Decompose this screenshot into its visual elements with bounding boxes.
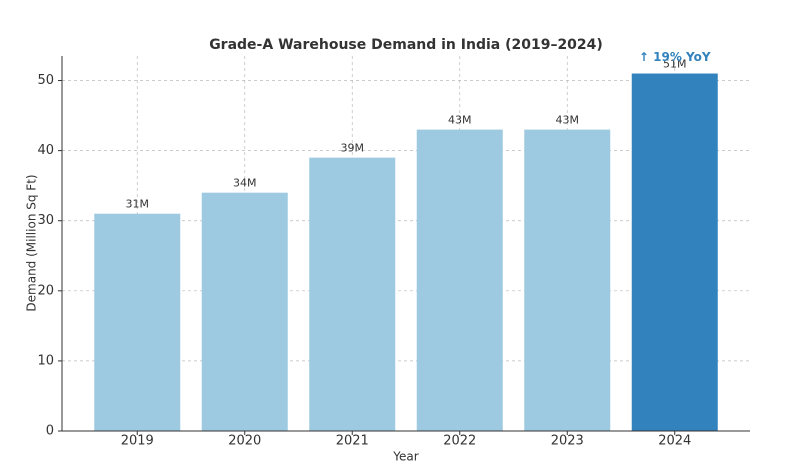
y-tick-label: 50 bbox=[37, 73, 54, 88]
bar bbox=[201, 192, 288, 431]
x-tick-label: 2022 bbox=[443, 434, 476, 449]
value-label: 43M bbox=[448, 114, 472, 127]
y-tick-label: 30 bbox=[37, 213, 54, 228]
value-label: 31M bbox=[126, 198, 150, 211]
x-tick-label: 2021 bbox=[336, 434, 369, 449]
value-label: 43M bbox=[556, 114, 580, 127]
bar bbox=[309, 157, 396, 432]
annotation: ↑ 19% YoY bbox=[639, 50, 711, 64]
value-label: 34M bbox=[233, 177, 257, 190]
x-axis-label: Year bbox=[392, 450, 418, 464]
bar bbox=[524, 129, 611, 431]
y-axis-label: Demand (Million Sq Ft) bbox=[25, 174, 39, 311]
x-tick-label: 2024 bbox=[658, 434, 691, 449]
bar bbox=[631, 73, 718, 431]
y-tick-label: 0 bbox=[46, 424, 54, 439]
bar bbox=[416, 129, 503, 431]
chart-title: Grade-A Warehouse Demand in India (2019–… bbox=[209, 37, 603, 53]
x-tick-label: 2023 bbox=[551, 434, 584, 449]
y-tick-label: 20 bbox=[37, 283, 54, 298]
value-label: 39M bbox=[341, 142, 365, 155]
x-tick-label: 2019 bbox=[121, 434, 154, 449]
bar bbox=[94, 213, 181, 431]
y-tick-label: 40 bbox=[37, 143, 54, 158]
y-tick-label: 10 bbox=[37, 353, 54, 368]
value-label: 51M bbox=[663, 58, 687, 71]
x-tick-label: 2020 bbox=[228, 434, 261, 449]
